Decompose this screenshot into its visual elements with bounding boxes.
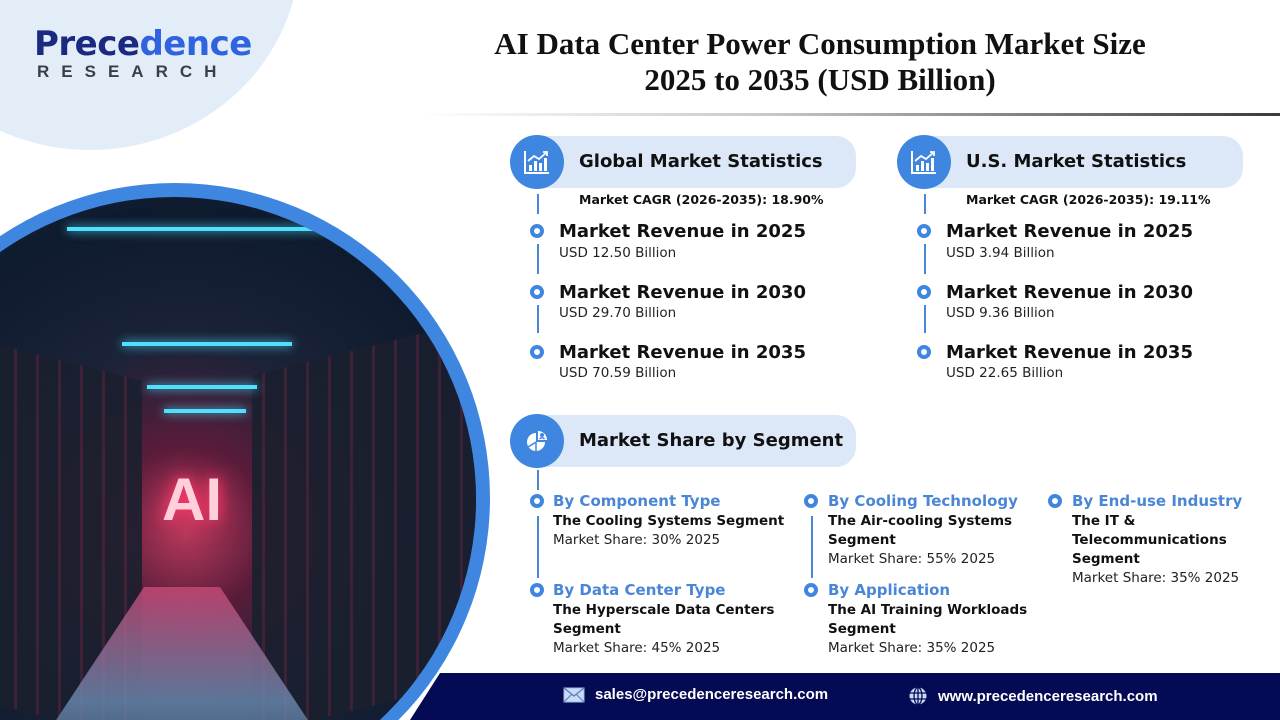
segment-name: The IT & Telecommunications Segment bbox=[1072, 513, 1227, 567]
hero-image: AI bbox=[0, 197, 476, 720]
title-divider bbox=[420, 113, 1280, 116]
segment-cooling-technology: By Cooling Technology The Air-cooling Sy… bbox=[828, 491, 1028, 569]
ceiling-light bbox=[164, 409, 246, 413]
segment-share: Market Share: 45% 2025 bbox=[553, 640, 721, 656]
bullet-icon bbox=[1048, 494, 1062, 508]
email-link[interactable]: sales@precedenceresearch.com bbox=[595, 686, 829, 703]
page-title: AI Data Center Power Consumption Market … bbox=[400, 26, 1240, 98]
logo-wordmark-dark: Prece bbox=[34, 24, 140, 64]
us-revenue-2035-value: USD 22.65 Billion bbox=[946, 365, 1064, 381]
timeline-connector bbox=[537, 470, 539, 490]
us-revenue-2030-value: USD 9.36 Billion bbox=[946, 305, 1055, 321]
logo-wordmark-accent: dence bbox=[139, 24, 252, 64]
global-revenue-2035-value: USD 70.59 Billion bbox=[559, 365, 677, 381]
segment-share: Market Share: 35% 2025 bbox=[828, 640, 996, 656]
segment-category: By Component Type bbox=[553, 492, 721, 510]
segment-name: The AI Training Workloads Segment bbox=[828, 602, 1028, 637]
us-cagr: Market CAGR (2026-2035): 19.11% bbox=[966, 192, 1211, 207]
segment-category: By Cooling Technology bbox=[828, 492, 1018, 510]
bullet-icon bbox=[917, 345, 931, 359]
segment-category: By Application bbox=[828, 581, 951, 599]
global-revenue-2035-label: Market Revenue in 2035 bbox=[559, 342, 806, 363]
logo-wordmark: Precedence bbox=[34, 26, 252, 62]
us-stats-header bbox=[923, 136, 1243, 188]
timeline-connector bbox=[537, 244, 539, 274]
logo-subtitle: RESEARCH bbox=[37, 62, 229, 81]
timeline-connector bbox=[811, 516, 813, 578]
segment-title: Market Share by Segment bbox=[579, 430, 844, 451]
segment-name: The Cooling Systems Segment bbox=[553, 513, 785, 529]
segment-share: Market Share: 55% 2025 bbox=[828, 551, 996, 567]
global-revenue-2030-value: USD 29.70 Billion bbox=[559, 305, 677, 321]
title-line-1: AI Data Center Power Consumption Market … bbox=[494, 26, 1146, 61]
footer-email[interactable]: sales@precedenceresearch.com bbox=[563, 686, 828, 703]
chart-growth-icon bbox=[510, 135, 564, 189]
segment-share: Market Share: 30% 2025 bbox=[553, 532, 721, 548]
segment-name: The Hyperscale Data Centers Segment bbox=[553, 602, 775, 637]
segment-component-type: By Component Type The Cooling Systems Se… bbox=[553, 491, 793, 550]
envelope-icon bbox=[563, 686, 585, 702]
us-revenue-2030-label: Market Revenue in 2030 bbox=[946, 282, 1193, 303]
global-revenue-2030-label: Market Revenue in 2030 bbox=[559, 282, 806, 303]
footer-bar bbox=[410, 673, 1280, 720]
us-revenue-2025-value: USD 3.94 Billion bbox=[946, 245, 1055, 261]
segment-end-use-industry: By End-use Industry The IT & Telecommuni… bbox=[1072, 491, 1252, 588]
segment-data-center-type: By Data Center Type The Hyperscale Data … bbox=[553, 580, 793, 658]
global-revenue-2025-label: Market Revenue in 2025 bbox=[559, 221, 806, 242]
bullet-icon bbox=[804, 583, 818, 597]
timeline-connector bbox=[924, 305, 926, 333]
segment-name: The Air-cooling Systems Segment bbox=[828, 513, 1013, 548]
title-line-2: 2025 to 2035 (USD Billion) bbox=[644, 62, 996, 97]
server-rack-right bbox=[252, 318, 476, 720]
timeline-connector bbox=[537, 305, 539, 333]
ai-neon-sign: AI bbox=[162, 466, 222, 533]
footer-website[interactable]: www.precedenceresearch.com bbox=[908, 686, 1158, 706]
bullet-icon bbox=[530, 285, 544, 299]
segment-category: By Data Center Type bbox=[553, 581, 726, 599]
bullet-icon bbox=[530, 345, 544, 359]
ceiling-light bbox=[67, 227, 327, 231]
ceiling-light bbox=[147, 385, 257, 389]
timeline-connector bbox=[537, 194, 539, 214]
us-revenue-2025-label: Market Revenue in 2025 bbox=[946, 221, 1193, 242]
timeline-connector bbox=[924, 244, 926, 274]
segment-category: By End-use Industry bbox=[1072, 492, 1243, 510]
bullet-icon bbox=[530, 224, 544, 238]
bullet-icon bbox=[530, 494, 544, 508]
segment-header bbox=[536, 415, 856, 467]
global-revenue-2025-value: USD 12.50 Billion bbox=[559, 245, 677, 261]
website-link[interactable]: www.precedenceresearch.com bbox=[938, 687, 1158, 705]
globe-icon bbox=[909, 686, 927, 706]
global-stats-title: Global Market Statistics bbox=[579, 151, 823, 172]
global-cagr: Market CAGR (2026-2035): 18.90% bbox=[579, 192, 824, 207]
timeline-connector bbox=[537, 516, 539, 578]
chart-growth-icon bbox=[897, 135, 951, 189]
segment-application: By Application The AI Training Workloads… bbox=[828, 580, 1028, 658]
bullet-icon bbox=[917, 224, 931, 238]
ceiling-light bbox=[122, 342, 292, 346]
segment-share: Market Share: 35% 2025 bbox=[1072, 570, 1240, 586]
brand-logo: Precedence RESEARCH bbox=[34, 26, 252, 82]
bullet-icon bbox=[804, 494, 818, 508]
bullet-icon bbox=[530, 583, 544, 597]
us-revenue-2035-label: Market Revenue in 2035 bbox=[946, 342, 1193, 363]
global-stats-header bbox=[536, 136, 856, 188]
bullet-icon bbox=[917, 285, 931, 299]
us-stats-title: U.S. Market Statistics bbox=[966, 151, 1187, 172]
pie-chart-user-icon bbox=[510, 414, 564, 468]
timeline-connector bbox=[924, 194, 926, 214]
